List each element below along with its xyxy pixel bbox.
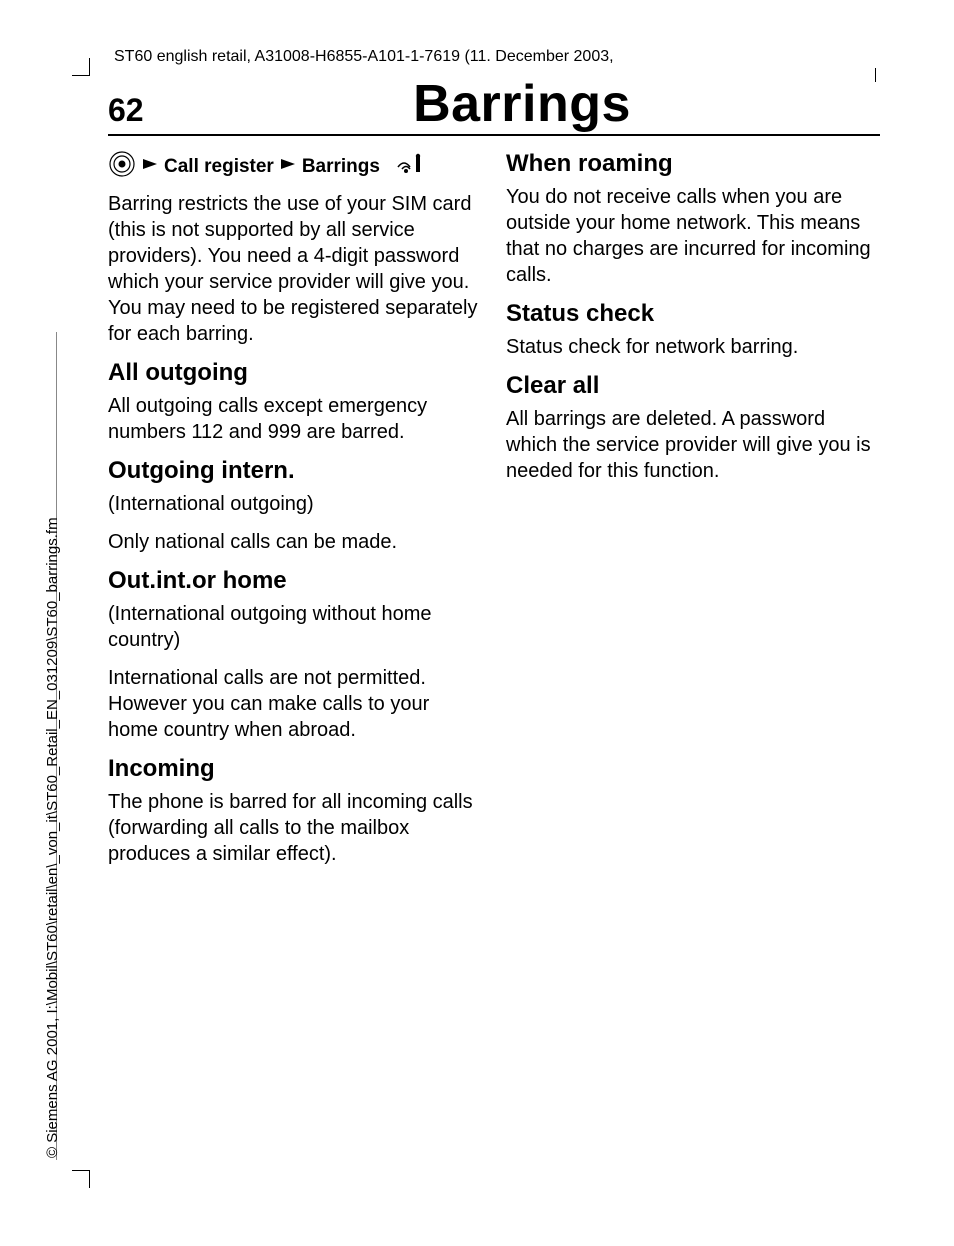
section-body: (International outgoing) — [108, 491, 482, 517]
arrow-icon — [280, 156, 296, 177]
page-number: 62 — [108, 92, 164, 129]
section-body: The phone is barred for all incoming cal… — [108, 789, 482, 867]
page-title: Barrings — [164, 74, 880, 134]
breadcrumb-item: Barrings — [302, 156, 380, 178]
network-icon — [394, 153, 424, 180]
menu-icon — [108, 150, 136, 183]
breadcrumb: Call register Barrings — [108, 150, 482, 183]
section-body: All barrings are deleted. A password whi… — [506, 406, 880, 484]
section-heading: All outgoing — [108, 359, 482, 387]
crop-mark-top-left — [72, 58, 90, 76]
running-head: ST60 english retail, A31008-H6855-A101-1… — [108, 48, 880, 66]
copyright-sidetext: © Siemens AG 2001, I:\Mobil\ST60\retail\… — [44, 517, 61, 1158]
title-row: 62 Barrings — [108, 74, 880, 136]
section-heading: Status check — [506, 300, 880, 328]
arrow-icon — [142, 156, 158, 177]
left-column: Call register Barrings Barring restricts… — [108, 150, 482, 879]
section-body: You do not receive calls when you are ou… — [506, 184, 880, 288]
section-body: International calls are not permitted. H… — [108, 665, 482, 743]
section-body: Status check for network barring. — [506, 334, 880, 360]
section-heading: Outgoing intern. — [108, 457, 482, 485]
section-heading: Incoming — [108, 755, 482, 783]
section-body: Only national calls can be made. — [108, 529, 482, 555]
breadcrumb-item: Call register — [164, 156, 274, 178]
section-heading: Out.int.or home — [108, 567, 482, 595]
page-content: ST60 english retail, A31008-H6855-A101-1… — [108, 48, 880, 879]
section-heading: When roaming — [506, 150, 880, 178]
intro-paragraph: Barring restricts the use of your SIM ca… — [108, 191, 482, 347]
section-body: (International outgoing without home cou… — [108, 601, 482, 653]
crop-mark-bottom-left — [72, 1170, 90, 1188]
section-heading: Clear all — [506, 372, 880, 400]
right-column: When roaming You do not receive calls wh… — [506, 150, 880, 879]
section-body: All outgoing calls except emergency numb… — [108, 393, 482, 445]
